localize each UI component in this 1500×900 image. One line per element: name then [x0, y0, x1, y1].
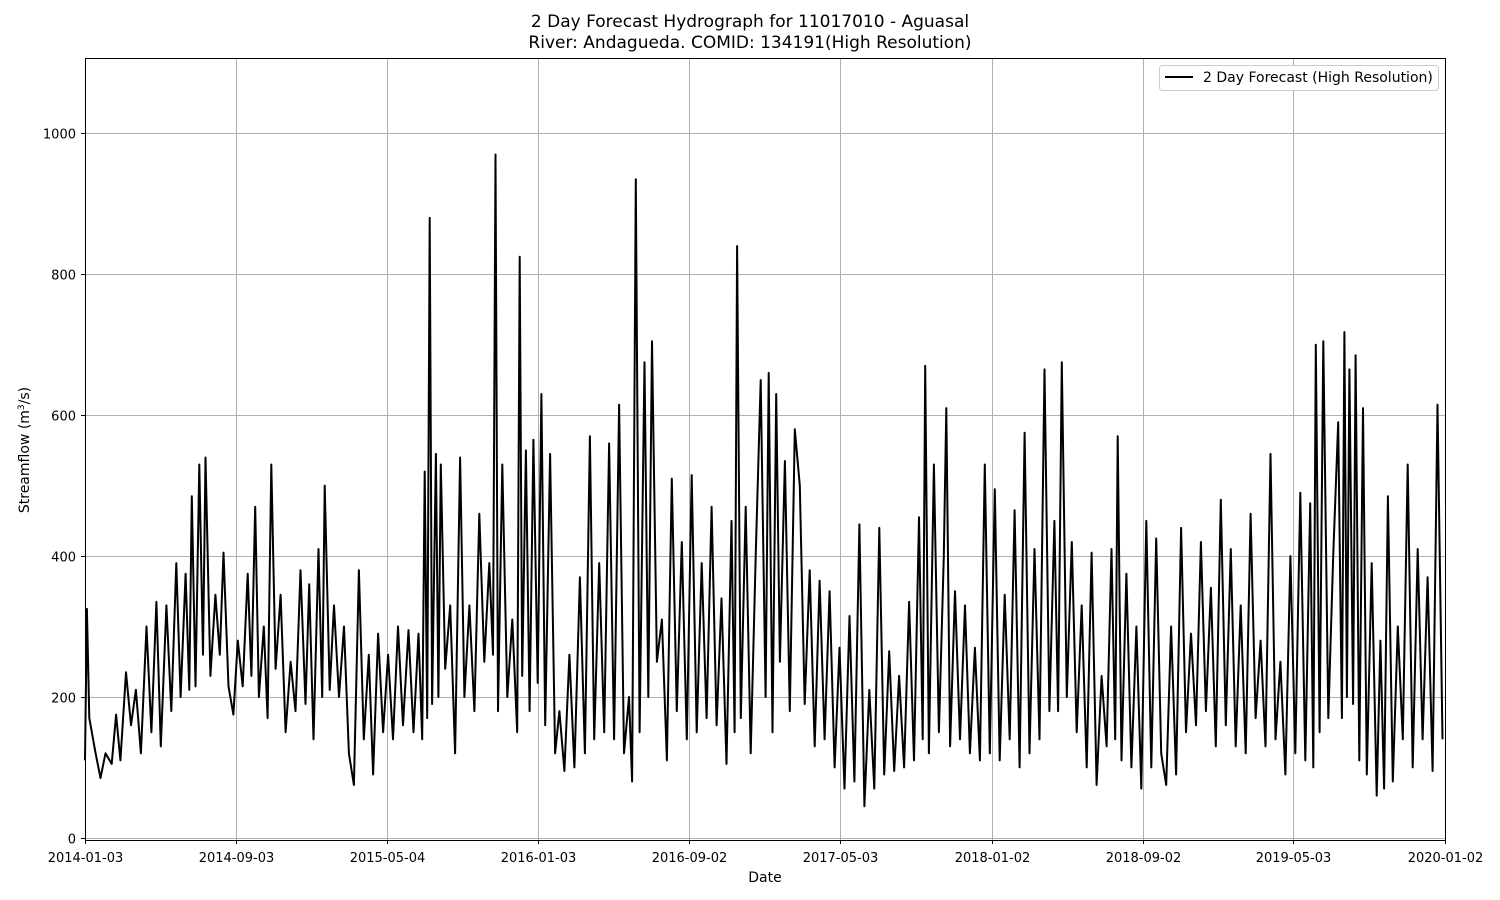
x-tick-label: 2018-01-02 [955, 851, 1031, 866]
series-layer [84, 153, 1444, 808]
y-axis-label-superscript: 3 [17, 404, 27, 410]
legend-label: 2 Day Forecast (High Resolution) [1203, 70, 1433, 86]
x-tick-label: 2020-01-02 [1408, 851, 1484, 866]
x-tick-label: 2014-09-03 [199, 851, 275, 866]
y-axis-label: Streamflow (m3/s) [17, 387, 33, 513]
y-tick-label: 600 [51, 410, 76, 425]
plot-frame [85, 58, 1446, 841]
x-tick-label: 2014-01-03 [48, 851, 124, 866]
x-tick-label: 2018-09-02 [1106, 851, 1182, 866]
x-tick-label: 2015-05-04 [350, 851, 426, 866]
y-tick-label: 800 [51, 269, 76, 284]
grid [85, 58, 1446, 840]
legend-box [1159, 65, 1439, 91]
x-tick-label: 2017-05-03 [803, 851, 879, 866]
x-axis-label: Date [748, 870, 781, 886]
x-tick-label: 2016-09-02 [652, 851, 728, 866]
chart-title: 2 Day Forecast Hydrograph for 11017010 -… [530, 12, 970, 32]
x-axis: 2014-01-03 2014-09-03 2015-05-04 2016-01-03… [48, 840, 1484, 866]
y-tick-label: 200 [51, 692, 76, 707]
series-line-2-day-forecast [84, 153, 1444, 808]
y-axis-label-end: /s) [17, 387, 33, 404]
chart-subtitle: River: Andagueda. COMID: 134191(High Res… [528, 33, 972, 53]
y-tick-label: 0 [68, 833, 76, 848]
y-tick-label: 1000 [43, 128, 76, 143]
legend: 2 Day Forecast (High Resolution) [1159, 65, 1439, 91]
y-axis-label-main: Streamflow (m [17, 410, 33, 513]
y-axis: 0 200 400 600 800 1000 [43, 128, 85, 848]
y-tick-label: 400 [51, 551, 76, 566]
x-tick-label: 2019-05-03 [1256, 851, 1332, 866]
x-tick-label: 2016-01-03 [501, 851, 577, 866]
